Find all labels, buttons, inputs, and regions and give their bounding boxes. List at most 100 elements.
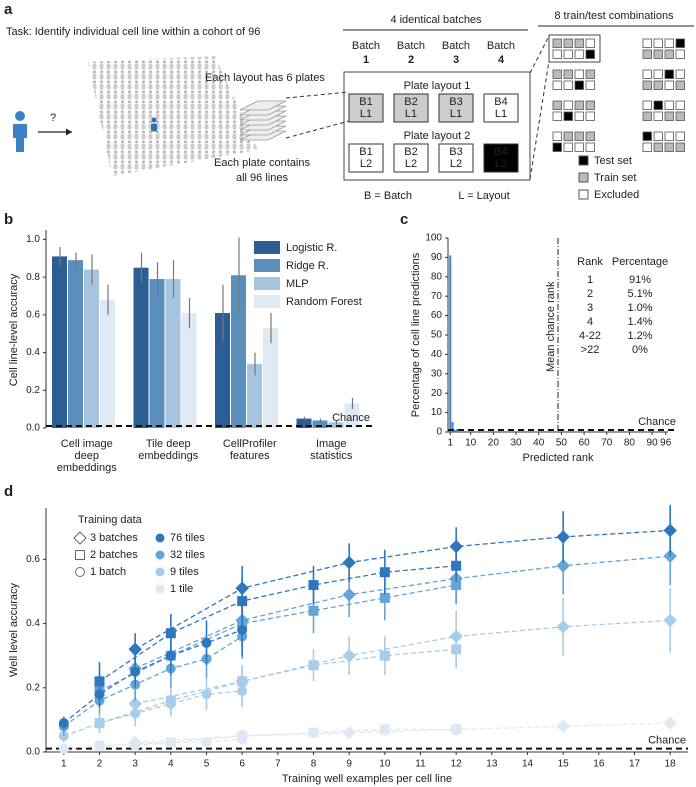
marker <box>165 628 176 639</box>
x-tick-label: 40 <box>533 438 545 449</box>
y-tick-label: 0.0 <box>26 423 40 434</box>
legend-swatch <box>578 172 589 183</box>
combo-square <box>585 80 595 90</box>
bar <box>312 420 328 428</box>
x-tick-label: 5 <box>204 759 210 770</box>
plate-cell <box>393 143 429 173</box>
combo-square <box>552 131 562 141</box>
y-tick-label: 0.2 <box>26 385 40 396</box>
combo-square <box>563 80 573 90</box>
marker <box>556 530 570 544</box>
plate-cell <box>348 93 384 123</box>
combo-square <box>585 69 595 79</box>
plate-cell-label: B3 <box>449 146 462 158</box>
combo-square <box>642 49 652 59</box>
combo-square <box>585 38 595 48</box>
combo-square <box>664 38 674 48</box>
marker <box>201 737 212 748</box>
plate-cell-label: B1 <box>359 96 372 108</box>
marker <box>130 708 141 719</box>
combo-square <box>642 80 652 90</box>
question-mark: ? <box>50 112 56 124</box>
combo-square <box>574 69 584 79</box>
combo-square <box>563 49 573 59</box>
plate-cell-label: L2 <box>450 158 462 170</box>
combo-square <box>642 69 652 79</box>
bar <box>133 267 149 428</box>
combo-square <box>653 49 663 59</box>
x-axis-label: Training well examples per cell line <box>282 773 452 785</box>
series-line <box>134 555 671 670</box>
marker <box>342 587 356 602</box>
marker <box>451 580 462 591</box>
legend-label: Logistic R. <box>286 242 337 254</box>
combinations-title: 8 train/test combinations <box>554 10 674 22</box>
series-line <box>63 629 243 724</box>
combo-square <box>664 142 674 152</box>
table-cell: 1.4% <box>627 316 652 328</box>
person-icon <box>15 111 25 121</box>
x-tick-label: embeddings <box>138 450 198 462</box>
bar <box>296 418 312 428</box>
legend-label: 76 tiles <box>170 532 205 544</box>
series-line <box>99 565 457 682</box>
x-tick-label: 80 <box>624 438 636 449</box>
plate-cell-label: B3 <box>449 96 462 108</box>
marker <box>94 718 105 729</box>
combo-square <box>664 100 674 110</box>
combo-square <box>675 69 685 79</box>
y-axis-label: Well level accuracy <box>8 583 20 677</box>
bar <box>231 275 246 428</box>
x-tick-label: 30 <box>510 438 522 449</box>
y-tick-label: 80 <box>431 271 443 282</box>
combo-square <box>563 142 573 152</box>
layout-title: Plate layout 2 <box>404 130 471 142</box>
x-tick-label: 3 <box>132 759 138 770</box>
combo-square <box>653 111 663 121</box>
x-tick-label: 90 <box>647 438 659 449</box>
legend-label: Random Forest <box>286 296 362 308</box>
plate <box>239 100 287 111</box>
marker <box>165 650 176 661</box>
key-text: L = Layout <box>458 190 509 202</box>
series-line <box>99 728 457 747</box>
table-cell: 1 <box>587 274 593 286</box>
y-tick-label: 0 <box>436 427 442 438</box>
x-tick-label: 9 <box>346 759 352 770</box>
combo-square <box>642 100 652 110</box>
y-axis-label: Cell line-level accuracy <box>8 273 20 386</box>
x-tick-label: 96 <box>660 438 672 449</box>
legend-label: Excluded <box>594 189 639 201</box>
plate-cell <box>348 143 384 173</box>
marker <box>451 724 462 735</box>
x-tick-label: 14 <box>522 759 534 770</box>
y-tick-label: 70 <box>431 291 443 302</box>
legend-label: Test set <box>594 155 632 167</box>
bar <box>68 260 83 428</box>
legend-label: 32 tiles <box>170 549 205 561</box>
y-tick-label: 30 <box>431 368 443 379</box>
marker <box>75 567 85 577</box>
series-line <box>135 722 671 744</box>
x-tick-label: Cell image <box>61 438 113 450</box>
bar <box>149 279 165 428</box>
combo-square <box>552 69 562 79</box>
bar <box>84 269 99 428</box>
combo-square <box>653 38 663 48</box>
marker <box>58 743 69 754</box>
x-tick-label: 18 <box>665 759 677 770</box>
y-tick-label: 1.0 <box>26 234 40 245</box>
combo-square <box>642 142 652 152</box>
batch-number: 4 <box>498 54 505 66</box>
combo-square <box>585 111 595 121</box>
legend-label: MLP <box>286 278 309 290</box>
legend-swatch <box>155 533 165 543</box>
bar <box>52 256 67 428</box>
y-tick-label: 0.4 <box>26 347 40 358</box>
x-tick-label: 10 <box>379 759 391 770</box>
combo-square <box>574 100 584 110</box>
table-cell: 2 <box>587 288 593 300</box>
x-tick-label: deep <box>75 450 99 462</box>
y-tick-label: 10 <box>431 407 443 418</box>
combo-square <box>675 142 685 152</box>
